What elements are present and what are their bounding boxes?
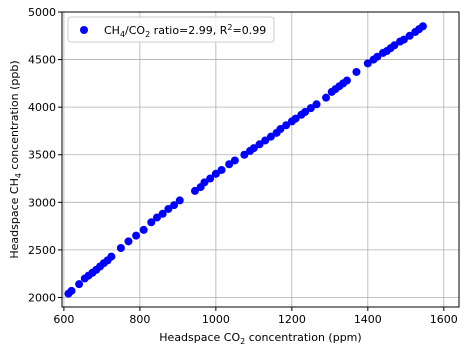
x-axis-label: Headspace CO2 concentration (ppm) [159,331,361,345]
data-point-0-27 [225,160,234,169]
y-tick-label-3: 3500 [28,149,56,162]
data-point-0-1 [67,286,76,295]
text-run-2: concentration (ppb) [8,60,21,173]
data-point-0-24 [206,174,215,183]
data-point-0-39 [291,114,300,123]
text-run-5: 2 [227,23,232,32]
data-point-0-44 [322,93,331,102]
data-point-0-26 [217,165,226,174]
data-point-0-34 [266,132,275,141]
data-point-0-41 [301,107,310,116]
data-point-0-32 [255,140,264,149]
text-run-1: 4 [14,173,23,178]
data-point-0-59 [399,35,408,44]
data-point-0-12 [124,237,133,246]
data-point-0-42 [306,104,315,113]
ticks-layer: 600 800 1000 1200 1400 1600 2000 2500 3000 3500 40… [28,6,458,326]
data-point-0-33 [261,136,270,145]
text-run-1: 2 [240,337,245,345]
plot-frame [61,11,460,308]
y-axis-label: Headspace CH4 concentration (ppb) [8,60,23,258]
data-point-0-10 [107,252,116,261]
text-run-6: =0.99 [233,24,267,37]
legend: CH4/CO2 ratio=2.99, R2=0.99 [67,16,275,43]
data-point-0-25 [211,169,220,178]
data-point-0-63 [418,22,427,31]
y-axis-title: Headspace CH4 concentration (ppb) [8,60,23,258]
data-point-0-49 [342,76,351,85]
y-tick-label-4: 4000 [28,101,56,114]
text-run-0: Headspace CH [8,178,21,258]
data-point-0-29 [240,150,249,159]
data-point-0-50 [352,67,361,76]
data-point-0-31 [249,144,258,153]
data-point-0-37 [282,121,291,130]
x-tick-label-5: 1600 [430,313,458,326]
data-point-0-2 [75,280,84,289]
text-run-3: 2 [145,30,150,39]
y-tick-label-2: 3000 [28,196,56,209]
x-tick-label-3: 1200 [278,313,306,326]
legend-box [67,16,275,43]
x-axis-title: Headspace CO2 concentration (ppm) [159,331,361,345]
text-run-2: /CO [125,24,145,37]
data-point-0-15 [147,218,156,227]
data-point-0-16 [152,213,161,222]
text-run-4: ratio=2.99, R [150,24,228,37]
x-tick-label-1: 800 [129,313,150,326]
legend-marker [80,26,88,34]
x-tick-label-0: 600 [53,313,74,326]
data-point-0-19 [170,201,179,210]
data-point-0-36 [276,125,285,134]
data-point-0-51 [363,59,372,68]
points-layer [64,22,427,298]
y-tick-label-0: 2000 [28,291,56,304]
data-point-0-60 [405,31,414,40]
legend-label: CH4/CO2 ratio=2.99, R2=0.99 [104,23,266,39]
data-point-0-18 [164,204,173,213]
y-tick-label-1: 2500 [28,244,56,257]
data-point-0-20 [175,196,184,205]
text-run-0: Headspace CO [159,331,240,344]
data-point-0-17 [158,209,167,218]
x-tick-label-2: 1000 [202,313,230,326]
data-point-0-13 [132,231,141,240]
text-run-1: 4 [120,30,125,39]
data-point-0-53 [373,52,382,61]
data-point-0-21 [190,186,199,195]
data-point-0-28 [230,156,239,165]
y-tick-label-5: 4500 [28,54,56,67]
text-run-2: concentration (ppm) [245,331,361,344]
x-tick-label-4: 1400 [354,313,382,326]
data-point-0-14 [139,225,148,234]
y-tick-label-6: 5000 [28,6,56,19]
data-point-0-11 [116,244,125,252]
data-point-0-43 [312,100,321,109]
data-point-0-57 [390,41,399,50]
text-run-0: CH [104,24,120,37]
grid-layer [62,11,459,307]
data-point-0-23 [200,178,209,187]
